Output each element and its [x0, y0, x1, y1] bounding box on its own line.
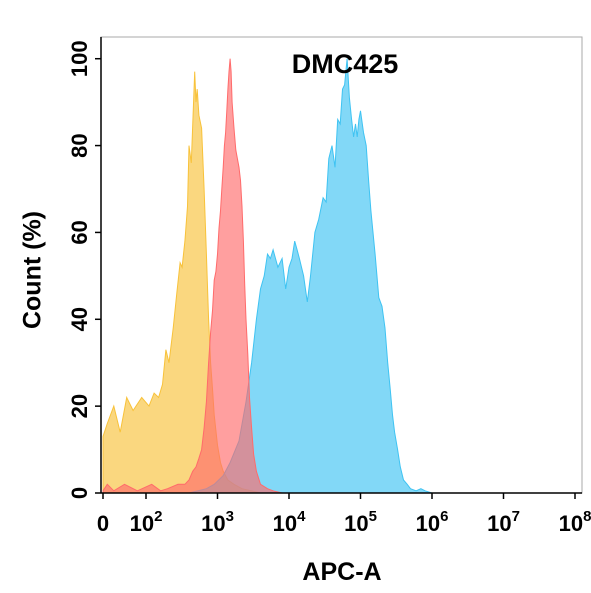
x-axis: 0 102 103 104 105 106 107 108	[97, 492, 591, 536]
y-tick-label: 60	[67, 220, 92, 244]
x-tick-label: 0	[97, 511, 109, 536]
x-tick-label: 103	[201, 508, 234, 536]
histogram-series-group	[102, 58, 433, 494]
y-tick-label: 20	[67, 394, 92, 418]
y-tick-label: 100	[67, 40, 92, 77]
y-tick-label: 40	[67, 307, 92, 331]
x-tick-label: 105	[344, 508, 377, 536]
x-tick-label: 107	[487, 508, 520, 536]
y-axis-label: Count (%)	[19, 211, 47, 329]
y-tick-label: 80	[67, 133, 92, 157]
y-tick-label: 0	[67, 487, 92, 499]
chart-title: DMC425	[292, 49, 399, 79]
histogram-series-1	[188, 58, 433, 494]
x-axis-label: APC-A	[302, 558, 381, 586]
histogram-series-2	[102, 58, 283, 494]
x-tick-label: 104	[273, 508, 306, 536]
x-tick-label: 108	[559, 508, 591, 536]
x-tick-label: 102	[130, 508, 163, 536]
x-tick-label: 106	[416, 508, 449, 536]
y-axis: 0 20 40 60 80 100	[67, 37, 102, 499]
